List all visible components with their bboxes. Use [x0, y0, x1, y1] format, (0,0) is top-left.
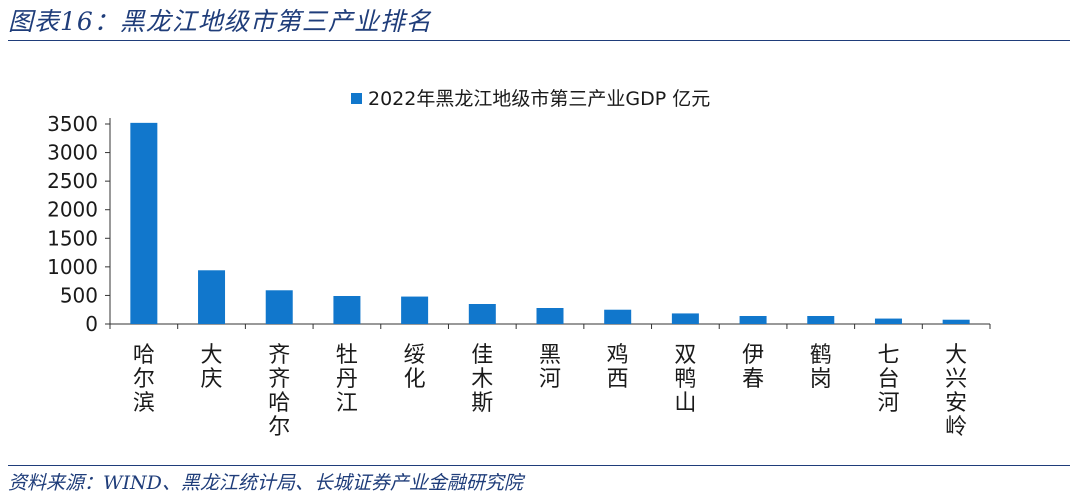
bar: [401, 296, 429, 324]
bar: [739, 316, 767, 324]
y-tick-label: 2000: [47, 198, 98, 222]
x-tick-label: 哈尔滨: [133, 343, 155, 416]
x-tick-label: 牡丹江: [336, 343, 358, 416]
x-tick-label: 佳木斯: [471, 343, 493, 416]
bar: [536, 308, 564, 324]
bar: [942, 319, 970, 324]
x-tick-label: 双鸭山: [674, 343, 696, 416]
y-tick-label: 500: [60, 283, 98, 307]
legend-label: 2022年黑龙江地级市第三产业GDP 亿元: [368, 88, 710, 110]
title-rule: [8, 40, 1070, 41]
y-tick-label: 2500: [47, 169, 98, 193]
y-axis: 0 500 1000 1500 2000 2500 3000 3500: [47, 112, 111, 336]
legend: 2022年黑龙江地级市第三产业GDP 亿元: [351, 88, 710, 110]
x-tick-label: 鸡西: [607, 343, 629, 392]
bar: [807, 316, 835, 324]
y-tick-label: 0: [85, 312, 98, 336]
bar: [333, 296, 361, 324]
source-note: 资料来源：WIND、黑龙江统计局、长城证券产业金融研究院: [8, 472, 523, 494]
y-tick-label: 1500: [47, 226, 98, 250]
legend-swatch: [351, 93, 362, 104]
y-tick-label: 3000: [47, 141, 98, 165]
x-tick-label: 绥化: [404, 343, 426, 392]
bar: [468, 304, 496, 324]
bar: [874, 318, 902, 324]
bar: [671, 313, 699, 324]
bar: [130, 122, 158, 324]
y-tick-label: 1000: [47, 255, 98, 279]
x-tick-label: 鹤岗: [810, 343, 832, 392]
figure-title: 图表16：黑龙江地级市第三产业排名: [8, 7, 432, 36]
bar: [604, 309, 632, 324]
y-tick-label: 3500: [47, 112, 98, 136]
bar: [198, 270, 226, 324]
x-tick-label: 伊春: [742, 343, 764, 392]
bar: [265, 290, 293, 324]
source-rule: [8, 465, 1070, 466]
bar-chart: 2022年黑龙江地级市第三产业GDP 亿元 0 500 1000 1500 2000 25…: [47, 88, 991, 440]
x-tick-label: 黑河: [539, 343, 561, 392]
x-tick-label: 齐齐哈尔: [268, 343, 290, 440]
x-tick-label: 大兴安岭: [945, 343, 967, 440]
bars: [130, 122, 970, 324]
x-tick-label: 七台河: [877, 343, 899, 416]
x-tick-label: 大庆: [201, 343, 223, 392]
